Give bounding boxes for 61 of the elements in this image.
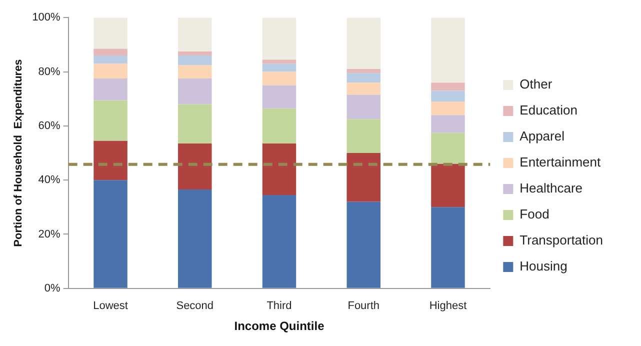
- x-axis-title: Income Quintile: [234, 319, 325, 334]
- bar: [262, 60, 296, 64]
- bar: [262, 144, 296, 195]
- y-tick-label: 40%: [38, 174, 61, 186]
- bar: [262, 18, 296, 60]
- y-tick-label: 0%: [44, 282, 61, 294]
- x-tick-label: Fourth: [348, 300, 380, 312]
- bar: [431, 207, 465, 288]
- legend-label: Other: [520, 76, 553, 92]
- bar: [346, 202, 380, 288]
- bar: [431, 18, 465, 83]
- y-tick-label: 20%: [38, 228, 61, 240]
- bar: [346, 18, 380, 70]
- x-tick-label: Second: [176, 300, 214, 312]
- legend-label: Apparel: [520, 128, 565, 144]
- bar: [431, 102, 465, 116]
- x-tick-label: Highest: [429, 300, 467, 312]
- x-tick-label: Third: [266, 300, 292, 312]
- x-tick-label: Lowest: [93, 300, 128, 312]
- bar: [346, 73, 380, 83]
- bar: [262, 108, 296, 144]
- legend-label: Education: [520, 102, 578, 118]
- bar: [178, 78, 212, 104]
- bar: [431, 90, 465, 102]
- bar: [346, 82, 380, 95]
- bar: [94, 56, 128, 64]
- bar: [346, 69, 380, 74]
- y-tick-label: 60%: [38, 120, 61, 132]
- legend-label: Housing: [520, 258, 568, 274]
- bar: [346, 119, 380, 153]
- y-tick-label: 100%: [32, 12, 61, 24]
- bar: [262, 72, 296, 86]
- bar: [94, 140, 128, 180]
- bar: [431, 115, 465, 133]
- bar: [346, 94, 380, 120]
- bar: [178, 56, 212, 65]
- legend-label: Transportation: [520, 232, 604, 248]
- bar: [178, 51, 212, 56]
- bar: [431, 82, 465, 91]
- bar: [431, 132, 465, 164]
- bar: [178, 64, 212, 79]
- bar: [262, 85, 296, 108]
- bar: [178, 190, 212, 288]
- bar: [262, 194, 296, 288]
- y-tick-label: 80%: [38, 66, 61, 78]
- bar: [431, 164, 465, 208]
- bar: [178, 18, 212, 52]
- legend-label: Healthcare: [520, 180, 583, 196]
- bar: [94, 78, 128, 100]
- bar: [262, 64, 296, 72]
- bar: [94, 18, 128, 49]
- bar: [178, 104, 212, 144]
- bar: [94, 100, 128, 141]
- bar: [94, 64, 128, 79]
- bar: [94, 180, 128, 288]
- bar: [94, 48, 128, 56]
- y-axis-title: Portion of Household Expenditures: [12, 59, 25, 247]
- legend-label: Food: [520, 206, 550, 222]
- legend-label: Entertainment: [520, 154, 601, 170]
- bar: [346, 153, 380, 202]
- bar: [178, 144, 212, 190]
